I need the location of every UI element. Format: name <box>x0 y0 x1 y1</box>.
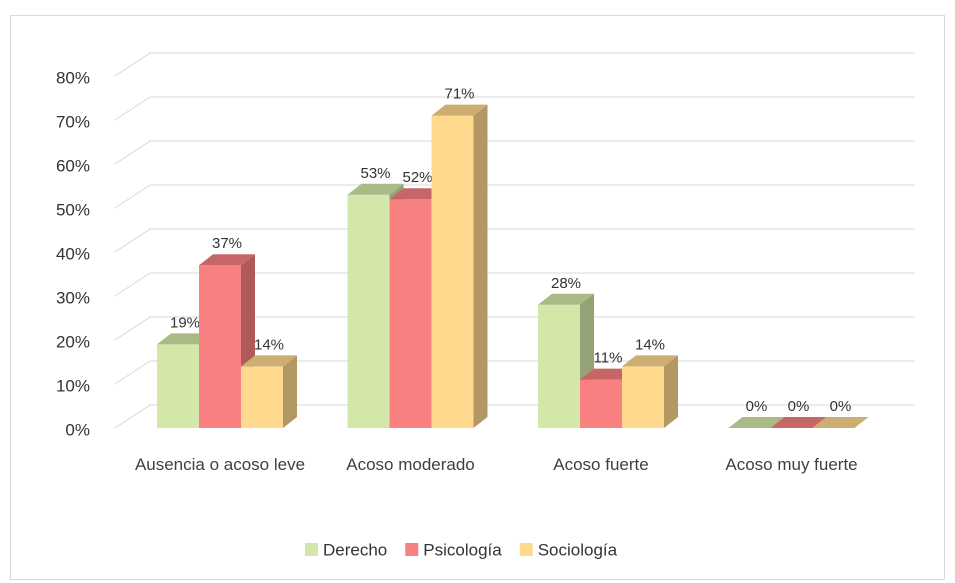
x-tick-label: Acoso moderado <box>346 455 475 474</box>
grid-line <box>114 316 915 341</box>
bar-top <box>347 183 404 195</box>
data-label: 19% <box>170 314 200 331</box>
grid-line <box>114 140 915 165</box>
grid-line <box>114 184 915 209</box>
data-label: 37% <box>212 235 242 252</box>
bar-top <box>538 293 594 305</box>
bar <box>199 265 241 428</box>
bar-top <box>241 355 297 367</box>
y-tick-label: 60% <box>56 156 90 175</box>
legend-label: Sociología <box>538 540 618 559</box>
y-tick-label: 30% <box>56 288 90 307</box>
y-tick-label: 70% <box>56 112 90 131</box>
bar-top <box>622 355 678 367</box>
data-label: 0% <box>830 398 852 415</box>
bar-top <box>199 254 255 266</box>
grid-line <box>114 272 915 297</box>
y-tick-label: 20% <box>56 332 90 351</box>
bar-side <box>664 355 678 428</box>
bar <box>538 304 580 428</box>
x-tick-label: Acoso muy fuerte <box>725 455 858 474</box>
y-tick-label: 50% <box>56 200 90 219</box>
legend-label: Psicología <box>423 540 502 559</box>
y-tick-label: 40% <box>56 244 90 263</box>
data-label: 28% <box>551 275 581 292</box>
y-tick-label: 80% <box>56 68 90 87</box>
legend-label: Derecho <box>323 540 387 559</box>
bar-top <box>431 104 488 116</box>
bar <box>580 379 622 428</box>
data-label: 0% <box>746 398 768 415</box>
data-label: 71% <box>444 86 474 103</box>
bar-top <box>728 417 785 428</box>
grid-line <box>114 96 915 121</box>
bar <box>347 194 390 428</box>
bar-side <box>473 104 488 428</box>
bar <box>622 366 664 428</box>
y-tick-label: 0% <box>65 420 90 439</box>
y-tick-label: 10% <box>56 376 90 395</box>
legend-swatch <box>405 543 419 556</box>
data-label: 11% <box>594 350 623 367</box>
data-label: 14% <box>635 336 665 353</box>
data-label: 0% <box>788 398 810 415</box>
data-label: 52% <box>402 169 432 186</box>
data-label: 53% <box>360 165 390 182</box>
legend-swatch <box>305 543 318 556</box>
bar <box>389 199 432 428</box>
data-label: 14% <box>254 336 284 353</box>
bar <box>431 115 474 428</box>
bar-top <box>770 417 827 428</box>
bar-top <box>812 417 869 428</box>
bar <box>157 344 199 428</box>
grid-line <box>114 52 915 77</box>
bar-side <box>283 355 297 428</box>
legend-swatch <box>519 543 533 556</box>
grid-line <box>114 228 915 253</box>
bar <box>241 366 283 428</box>
x-tick-label: Acoso fuerte <box>553 455 649 474</box>
x-tick-label: Ausencia o acoso leve <box>134 455 306 474</box>
